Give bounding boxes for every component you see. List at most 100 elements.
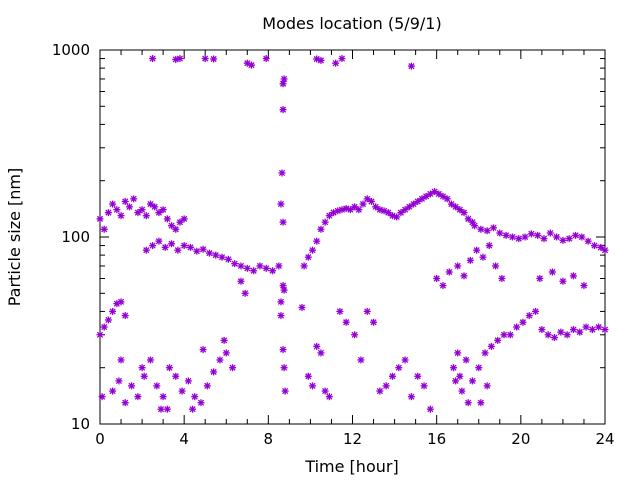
data-point-stroke — [164, 215, 171, 222]
data-point-stroke — [193, 248, 200, 255]
data-point — [96, 215, 104, 223]
data-point — [115, 377, 123, 385]
data-point-stroke — [467, 257, 474, 264]
data-point-stroke — [454, 262, 461, 270]
data-point — [351, 331, 359, 339]
data-point-stroke — [435, 190, 442, 197]
data-point — [138, 364, 146, 372]
data-point — [395, 364, 403, 372]
x-axis-ticks — [99, 50, 606, 424]
data-point-stroke — [134, 393, 141, 400]
data-point — [492, 262, 500, 270]
data-point-stroke — [244, 60, 251, 67]
data-point — [454, 262, 462, 270]
data-point-stroke — [566, 235, 573, 242]
y-axis-label: Particle size [nm] — [5, 168, 24, 307]
data-point-stroke — [96, 215, 104, 222]
data-point — [128, 382, 136, 390]
data-point-stroke — [557, 329, 564, 336]
data-point — [277, 298, 285, 306]
data-point — [342, 318, 350, 326]
data-point-stroke — [317, 226, 325, 233]
data-point-stroke — [582, 323, 590, 331]
data-point — [519, 318, 527, 326]
data-point — [96, 331, 104, 339]
data-point-stroke — [585, 238, 592, 245]
data-point-stroke — [223, 349, 230, 356]
data-point — [216, 356, 224, 364]
data-point — [298, 303, 306, 311]
data-point-stroke — [279, 346, 287, 353]
data-point — [250, 267, 258, 275]
data-point — [485, 242, 493, 250]
data-point-stroke — [456, 206, 463, 213]
data-point — [450, 364, 457, 372]
data-point — [304, 372, 312, 380]
data-point-stroke — [395, 364, 402, 371]
data-point — [300, 262, 308, 270]
data-point — [130, 195, 138, 203]
data-point-stroke — [187, 244, 194, 251]
data-point-stroke — [347, 206, 354, 213]
data-point-stroke — [559, 278, 567, 285]
data-point-stroke — [164, 406, 171, 413]
data-point — [420, 382, 428, 390]
data-point — [601, 326, 609, 334]
data-point — [506, 331, 514, 339]
data-point — [229, 364, 237, 372]
data-point — [203, 382, 211, 390]
data-point-stroke — [109, 200, 116, 208]
data-point-stroke — [456, 373, 463, 380]
data-point-stroke — [479, 254, 487, 261]
data-point-stroke — [357, 356, 365, 364]
data-point-stroke — [101, 323, 108, 331]
data-point — [121, 197, 129, 205]
data-point — [197, 399, 205, 407]
data-point — [222, 349, 230, 357]
data-point-stroke — [242, 290, 249, 297]
data-point — [500, 331, 508, 339]
y-tick-label: 1000 — [52, 41, 90, 59]
data-point — [447, 200, 455, 208]
data-point-stroke — [372, 203, 379, 210]
data-point-stroke — [200, 346, 207, 353]
data-point-stroke — [279, 106, 287, 113]
data-point-stroke — [364, 195, 371, 202]
data-point-stroke — [206, 250, 213, 257]
data-point-stroke — [269, 267, 276, 274]
data-point-stroke — [117, 356, 125, 364]
data-point-stroke — [305, 254, 312, 261]
data-point-stroke — [130, 195, 137, 202]
data-point-stroke — [465, 215, 472, 222]
data-point-stroke — [250, 267, 257, 274]
data-point-stroke — [414, 198, 421, 205]
data-point — [414, 197, 422, 205]
data-point — [563, 331, 571, 339]
x-tick-label: 0 — [95, 430, 105, 448]
data-point — [536, 274, 544, 282]
data-point — [433, 274, 441, 282]
data-point — [407, 393, 415, 401]
data-point — [279, 218, 287, 226]
data-point-stroke — [237, 278, 245, 285]
data-point-stroke — [465, 399, 472, 406]
data-point — [515, 235, 523, 243]
data-point — [578, 233, 586, 241]
data-point — [551, 334, 558, 342]
data-point — [313, 342, 321, 350]
data-point — [109, 200, 117, 208]
data-point — [580, 282, 588, 290]
data-point — [151, 203, 159, 211]
data-point-stroke — [418, 195, 426, 202]
data-point — [241, 289, 249, 297]
data-point — [384, 209, 392, 217]
data-point-stroke — [452, 377, 459, 384]
data-point-stroke — [317, 57, 325, 64]
data-point — [218, 253, 226, 261]
data-point — [193, 247, 201, 255]
data-point — [521, 233, 529, 241]
data-point — [445, 268, 453, 276]
data-point-stroke — [534, 232, 541, 239]
data-point-stroke — [471, 222, 478, 229]
data-point-stroke — [420, 382, 428, 389]
